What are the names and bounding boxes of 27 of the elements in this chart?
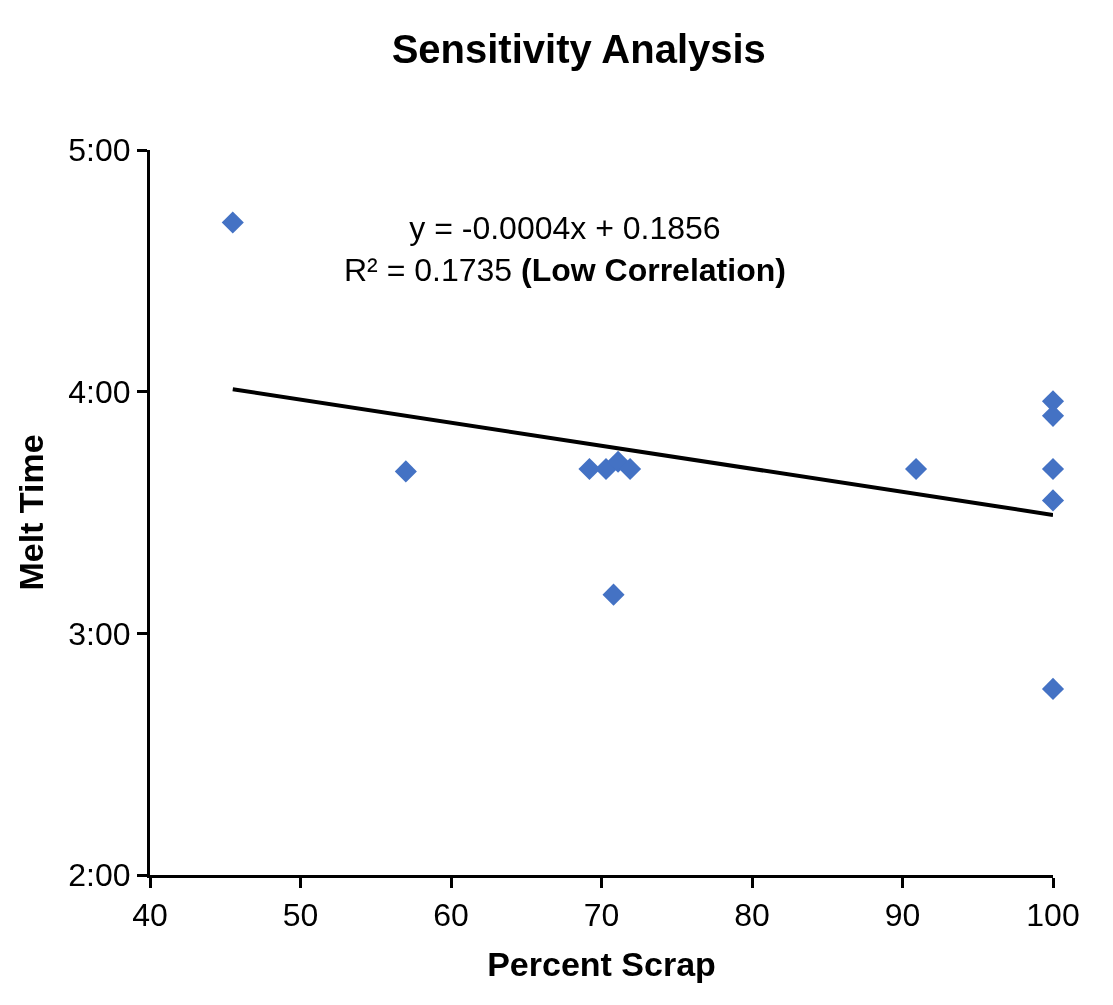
y-tick-label: 4:00 xyxy=(68,373,131,410)
point xyxy=(221,211,244,234)
point xyxy=(905,457,928,481)
x-tick-label: 40 xyxy=(132,897,168,934)
y-tick-label: 2:00 xyxy=(68,857,131,894)
point xyxy=(594,457,618,481)
annotation: (Low Correlation) xyxy=(521,251,786,288)
x-axis-title: Percent Scrap xyxy=(487,944,716,983)
x-tick-label: 90 xyxy=(884,897,921,934)
y-tick-label: 3:00 xyxy=(68,615,131,652)
x-tick-label: 80 xyxy=(734,897,770,934)
point xyxy=(1041,489,1065,512)
y-tick-label: 5:00 xyxy=(68,132,131,169)
point xyxy=(619,457,642,481)
y-axis-title: Melt Time xyxy=(11,434,50,591)
point xyxy=(602,583,625,606)
annotation: R² = 0.1735 xyxy=(344,251,513,288)
x-tick-label: 70 xyxy=(583,897,620,934)
annotation: y = -0.0004x + 0.1856 xyxy=(409,210,721,246)
point xyxy=(607,450,630,473)
x-tick-label: 60 xyxy=(433,897,469,934)
point xyxy=(1041,457,1065,481)
x-tick-label: 50 xyxy=(282,897,319,934)
point xyxy=(1041,677,1065,700)
chart-title: Sensitivity Analysis xyxy=(391,27,766,72)
x-tick-label: 100 xyxy=(1026,897,1080,934)
point xyxy=(394,460,417,483)
